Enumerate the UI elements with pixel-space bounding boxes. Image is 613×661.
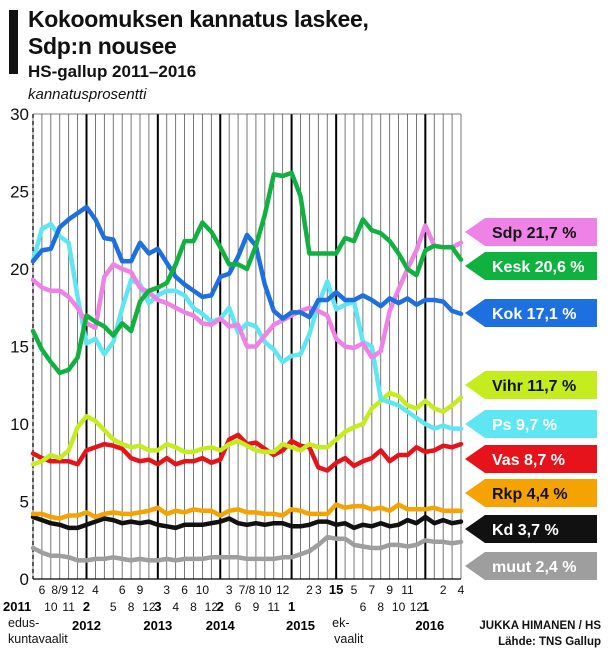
series-end-label: Sdp 21,7 %: [492, 225, 576, 242]
series-label-box-kesk: [465, 252, 597, 280]
x-tick-label: 2: [306, 583, 313, 597]
series-label-box-kd: [465, 515, 597, 543]
x-tick-label: 4: [172, 600, 179, 614]
x-tick-label: 8: [377, 600, 384, 614]
series-line-kd: [30, 514, 464, 531]
series-line-kok: [30, 204, 464, 321]
x-tick-label: 7/8: [239, 583, 256, 597]
x-tick-label: 12: [205, 600, 219, 614]
title-accent-bar: [9, 10, 18, 74]
x-tick-label: 3: [226, 583, 233, 597]
series-label-box-vas: [465, 445, 597, 473]
year-label: 2014: [206, 618, 236, 633]
series-label-box-vihr: [465, 371, 597, 399]
x-tick-label: 11: [62, 600, 75, 614]
x-tick-label: 6: [39, 583, 46, 597]
x-tick-label-bold: 2: [83, 599, 90, 614]
annotation-label: kuntavaalit: [8, 632, 68, 646]
annotation-label: ek-: [332, 616, 349, 630]
year-label: 2013: [143, 618, 172, 633]
source-credit: Lähde: TNS Gallup: [498, 636, 601, 648]
x-tick-label: 9: [137, 583, 144, 597]
y-tick-label: 10: [10, 415, 29, 434]
chart-title: Kokoomuksen kannatus laskee, Sdp:n nouse…: [28, 6, 369, 60]
x-tick-label: 4: [458, 583, 465, 597]
y-tick-label: 30: [10, 105, 29, 124]
x-tick-label: 3: [315, 583, 322, 597]
y-tick-label: 0: [20, 570, 29, 589]
x-tick-label-bold: 3: [154, 599, 161, 614]
x-tick-label: 8: [190, 600, 197, 614]
series-label-box-ps: [465, 410, 597, 438]
series-end-label: Vas 8,7 %: [492, 452, 565, 469]
x-tick-label-bold: 1: [288, 599, 295, 614]
x-tick-label: 9: [253, 600, 260, 614]
y-tick-label: 20: [10, 260, 29, 279]
chart-title-line-1: Kokoomuksen kannatus laskee,: [28, 6, 369, 32]
series-line-vihr: [30, 390, 464, 467]
series-end-label: Ps 9,7 %: [492, 417, 557, 434]
series-end-label: Kesk 20,6 %: [492, 259, 585, 276]
x-tick-label: 12: [71, 583, 85, 597]
x-tick-label: 10: [44, 600, 58, 614]
x-tick-label: 5: [351, 583, 358, 597]
x-tick-label: 6: [235, 600, 242, 614]
y-tick-label: 25: [10, 183, 29, 202]
author-credit: JUKKA HIMANEN / HS: [479, 620, 601, 632]
x-tick-label: 9: [386, 583, 393, 597]
x-tick-label: 10: [196, 583, 210, 597]
series-end-label: Vihr 11,7 %: [492, 378, 576, 395]
chart-title-line-2: Sdp:n nousee: [28, 33, 177, 59]
x-tick-label: 5: [110, 600, 117, 614]
x-tick-label: 10: [258, 583, 272, 597]
x-tick-label-bold: 15: [329, 582, 343, 597]
year-label: 2016: [415, 618, 444, 633]
x-tick-label: 12: [276, 583, 290, 597]
series-end-label: Kok 17,1 %: [492, 306, 576, 323]
series-label-box-sdp: [465, 218, 597, 246]
series-label-box-muut: [465, 552, 597, 580]
x-tick-label: 3: [163, 583, 170, 597]
year-label: 2012: [72, 618, 101, 633]
series-line-rkp: [30, 502, 464, 521]
chart-subtitle: HS-gallup 2011–2016: [28, 62, 197, 81]
series-end-label: Kd 3,7 %: [492, 522, 559, 539]
x-tick-label: 2: [440, 583, 447, 597]
x-tick-label: 6: [360, 600, 367, 614]
series-line-muut: [30, 534, 464, 563]
x-tick-label: 6: [119, 583, 126, 597]
x-tick-label: 8/9: [51, 583, 68, 597]
x-tick-label: 8: [128, 600, 135, 614]
series-line-sdp: [30, 223, 464, 360]
y-axis-unit-label: kannatusprosentti: [28, 86, 147, 103]
x-tick-label-bold: 2: [217, 599, 224, 614]
x-tick-label-bold: 2011: [3, 599, 31, 614]
x-tick-label: 11: [401, 583, 414, 597]
series-end-label: Rkp 4,4 %: [492, 486, 568, 503]
series-line-kesk: [30, 170, 464, 376]
y-tick-label: 5: [20, 493, 29, 512]
x-tick-label: 12: [410, 600, 424, 614]
year-label: 2015: [286, 618, 315, 633]
x-tick-label: 11: [268, 600, 281, 614]
x-tick-label: 6: [181, 583, 188, 597]
x-tick-label: 4: [92, 583, 99, 597]
x-tick-label: 12: [142, 600, 156, 614]
annotation-label: edus-: [8, 616, 39, 630]
series-line-ps: [30, 221, 464, 431]
series-label-box-rkp: [465, 479, 597, 507]
annotation-label: vaalit: [334, 632, 364, 646]
series-end-label: muut 2,4 %: [492, 559, 576, 576]
x-tick-label-bold: 1: [422, 599, 429, 614]
x-tick-label: 7: [368, 583, 375, 597]
y-tick-label: 15: [10, 338, 29, 357]
x-tick-label: 10: [392, 600, 406, 614]
series-label-box-kok: [465, 299, 597, 327]
